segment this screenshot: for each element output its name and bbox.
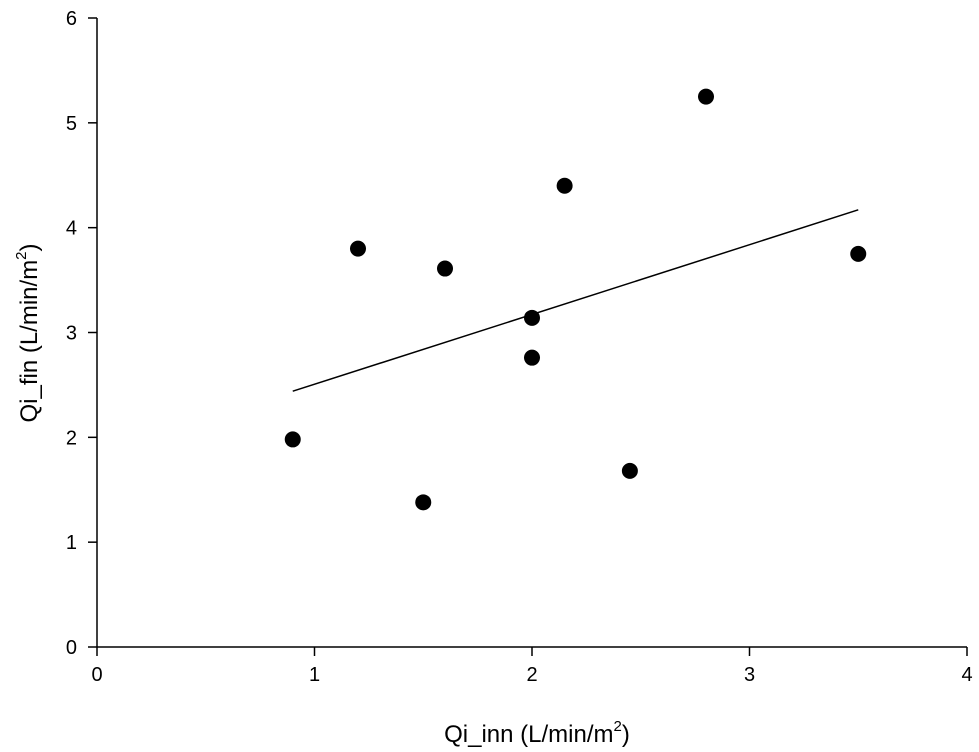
data-point xyxy=(284,431,301,448)
regression-line xyxy=(292,209,859,392)
data-point xyxy=(621,462,638,479)
x-axis-title: Qi_inn (L/min/m2) xyxy=(444,718,630,748)
x-tick-label: 3 xyxy=(744,664,755,686)
y-axis-title: Qi_fin (L/min/m2) xyxy=(13,243,43,422)
tick-marks xyxy=(88,17,968,656)
y-tick-label: 4 xyxy=(66,218,77,240)
y-tick-label: 0 xyxy=(66,637,77,659)
x-tick-label: 2 xyxy=(526,664,537,686)
regression-line-group xyxy=(292,209,859,392)
data-point xyxy=(524,349,540,366)
y-tick-label: 6 xyxy=(66,8,77,30)
data-point xyxy=(415,494,432,511)
tick-labels: 0 1 2 3 4 0 1 2 3 4 5 6 xyxy=(66,8,973,686)
data-point xyxy=(698,88,714,105)
y-tick-label: 2 xyxy=(66,427,77,449)
x-tick-label: 1 xyxy=(309,664,320,686)
data-point xyxy=(556,177,573,194)
data-point xyxy=(850,245,867,262)
x-tick-label: 0 xyxy=(91,664,102,686)
y-tick-label: 5 xyxy=(66,113,77,135)
x-tick-label: 4 xyxy=(961,664,972,686)
y-tick-label: 1 xyxy=(66,532,77,554)
axes xyxy=(96,18,967,648)
y-tick-label: 3 xyxy=(66,323,77,345)
data-point xyxy=(524,309,540,326)
data-points xyxy=(284,88,867,511)
data-point xyxy=(350,240,366,257)
data-point xyxy=(437,260,453,277)
